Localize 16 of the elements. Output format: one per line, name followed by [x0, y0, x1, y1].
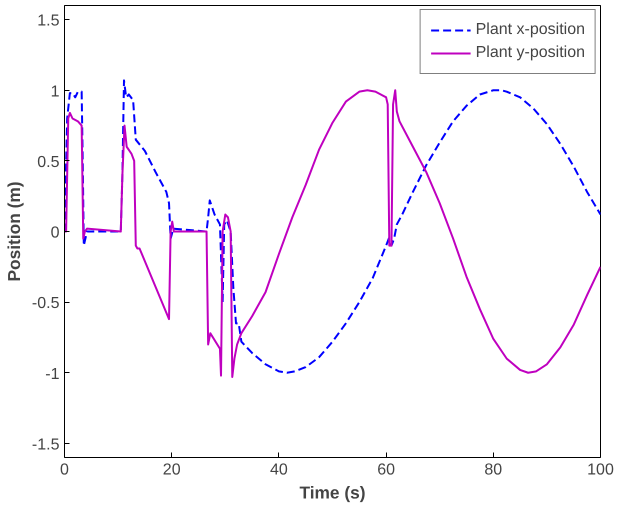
y-tick-label: -0.5 [32, 295, 60, 312]
x-tick-label: 40 [270, 462, 288, 478]
x-tick-label: 60 [377, 462, 396, 478]
x-tick-label: 20 [162, 462, 181, 478]
y-tick-label: 0.5 [37, 154, 60, 171]
x-tick-label: 80 [484, 462, 502, 478]
y-tick-label: -1.5 [32, 436, 60, 454]
x-axis-title: Time (s) [299, 482, 366, 502]
y-tick-label: 0 [50, 224, 60, 242]
y-tick-label: 1 [50, 83, 60, 100]
x-tick-label: 100 [587, 462, 614, 478]
y-axis-title: Position (m) [4, 181, 24, 282]
y-tick-label: 1.5 [37, 12, 60, 30]
y-tick-label: -1 [45, 366, 60, 383]
legend-label: Plant x-position [476, 21, 585, 39]
legend-label: Plant y-position [476, 44, 585, 62]
